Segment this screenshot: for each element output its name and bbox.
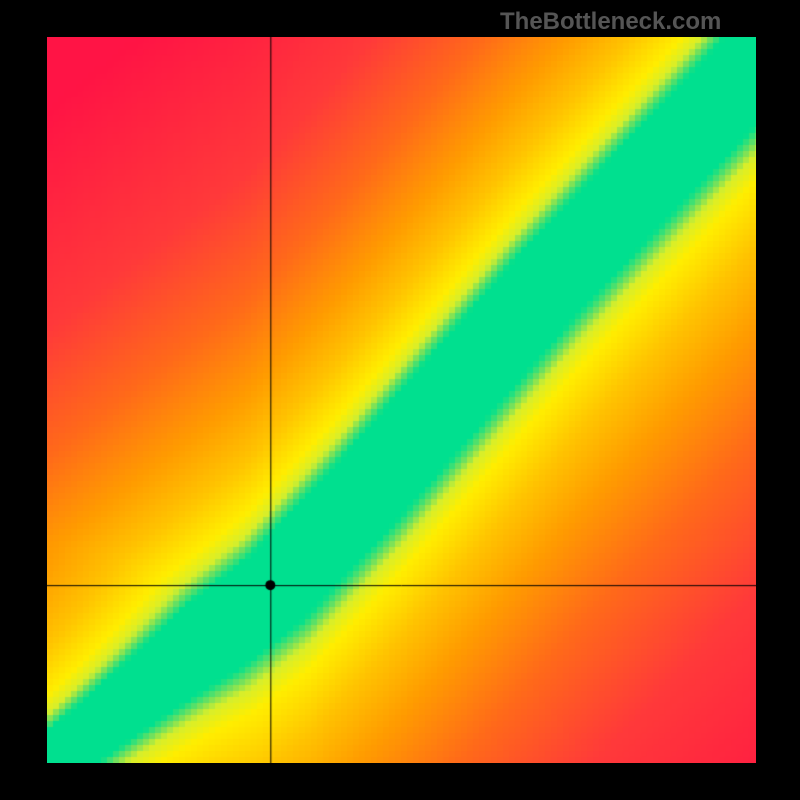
bottleneck-heatmap <box>47 37 756 763</box>
attribution-watermark: TheBottleneck.com <box>500 8 721 36</box>
chart-container <box>47 37 756 763</box>
